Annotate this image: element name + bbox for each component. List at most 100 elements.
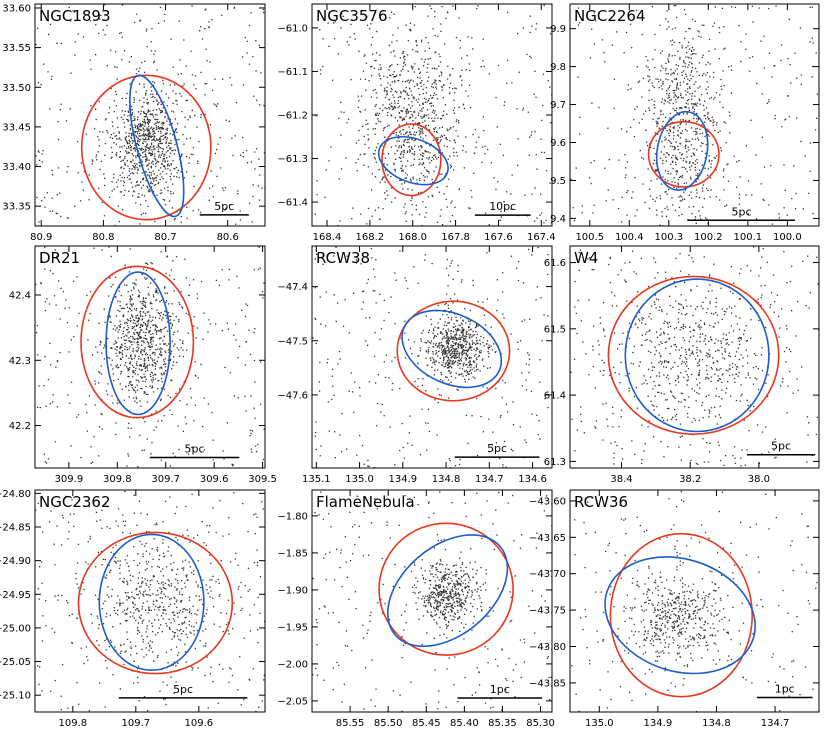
y-tick-label: 33.45 — [2, 122, 31, 133]
star-point — [678, 196, 680, 198]
star-point — [469, 357, 471, 360]
star-point — [541, 151, 543, 153]
star-point — [457, 346, 459, 348]
star-point — [612, 199, 614, 201]
star-point — [672, 154, 674, 156]
star-point — [486, 340, 489, 342]
star-point — [77, 172, 79, 174]
star-point — [133, 288, 135, 290]
star-point — [67, 165, 69, 168]
star-point — [394, 76, 397, 78]
star-point — [745, 194, 747, 196]
star-point — [150, 379, 152, 381]
star-point — [134, 134, 136, 136]
star-point — [416, 131, 418, 134]
star-point — [445, 137, 447, 140]
star-point — [462, 346, 464, 348]
star-point — [408, 145, 411, 148]
star-point — [679, 56, 681, 59]
star-point — [152, 379, 154, 381]
star-point — [250, 432, 252, 435]
star-point — [465, 364, 467, 366]
star-point — [160, 387, 163, 389]
star-point — [143, 195, 146, 197]
star-point — [676, 86, 678, 88]
star-point — [445, 17, 447, 20]
star-point — [749, 70, 751, 72]
star-point — [367, 166, 370, 168]
star-point — [170, 322, 172, 324]
star-point — [146, 262, 148, 264]
x-tick-label: 100.2 — [694, 232, 723, 243]
star-point — [533, 93, 535, 95]
star-point — [56, 255, 58, 257]
star-point — [56, 406, 59, 408]
star-point — [163, 165, 165, 167]
star-point — [443, 351, 445, 353]
star-point — [117, 378, 119, 380]
star-point — [438, 53, 440, 55]
star-point — [358, 100, 360, 102]
star-point — [422, 88, 424, 91]
star-point — [708, 155, 710, 157]
star-point — [197, 377, 199, 379]
star-point — [173, 319, 175, 322]
star-point — [662, 159, 664, 162]
star-point — [648, 69, 650, 71]
star-point — [167, 359, 169, 361]
star-point — [332, 79, 334, 81]
star-point — [469, 369, 472, 371]
star-point — [143, 301, 145, 303]
star-point — [447, 379, 450, 381]
star-point — [425, 212, 427, 214]
star-point — [815, 52, 817, 54]
star-point — [417, 87, 420, 90]
star-point — [684, 198, 686, 200]
star-point — [421, 152, 423, 154]
star-point — [105, 118, 107, 120]
star-point — [783, 207, 785, 209]
star-point — [157, 182, 159, 185]
star-point — [136, 166, 138, 169]
star-point — [180, 216, 182, 218]
star-point — [448, 358, 450, 360]
star-point — [126, 322, 128, 324]
star-point — [543, 314, 545, 316]
star-point — [437, 327, 440, 329]
star-point — [438, 350, 440, 352]
star-point — [165, 133, 167, 135]
star-point — [147, 102, 149, 104]
star-point — [364, 54, 366, 56]
star-point — [666, 152, 668, 154]
star-point — [691, 92, 694, 95]
star-point — [405, 24, 407, 26]
star-point — [714, 6, 716, 8]
star-point — [144, 145, 146, 148]
star-point — [461, 351, 463, 353]
star-point — [166, 127, 169, 129]
star-point — [389, 108, 391, 110]
star-point — [253, 95, 255, 97]
star-point — [244, 36, 246, 39]
star-point — [158, 102, 160, 104]
blue-ellipse — [377, 135, 449, 186]
star-point — [421, 80, 423, 82]
star-point — [475, 365, 477, 367]
star-point — [173, 278, 175, 281]
star-point — [479, 370, 481, 372]
star-point — [161, 152, 164, 154]
star-point — [171, 110, 173, 112]
star-point — [146, 159, 148, 161]
star-point — [123, 184, 125, 187]
star-point — [391, 187, 393, 189]
star-point — [655, 209, 658, 211]
star-point — [373, 268, 375, 270]
star-point — [413, 111, 415, 113]
star-point — [458, 363, 461, 365]
star-point — [86, 412, 88, 414]
star-point — [149, 119, 151, 121]
star-point — [405, 132, 407, 135]
star-point — [437, 388, 439, 390]
star-point — [150, 113, 152, 115]
star-point — [167, 168, 169, 170]
